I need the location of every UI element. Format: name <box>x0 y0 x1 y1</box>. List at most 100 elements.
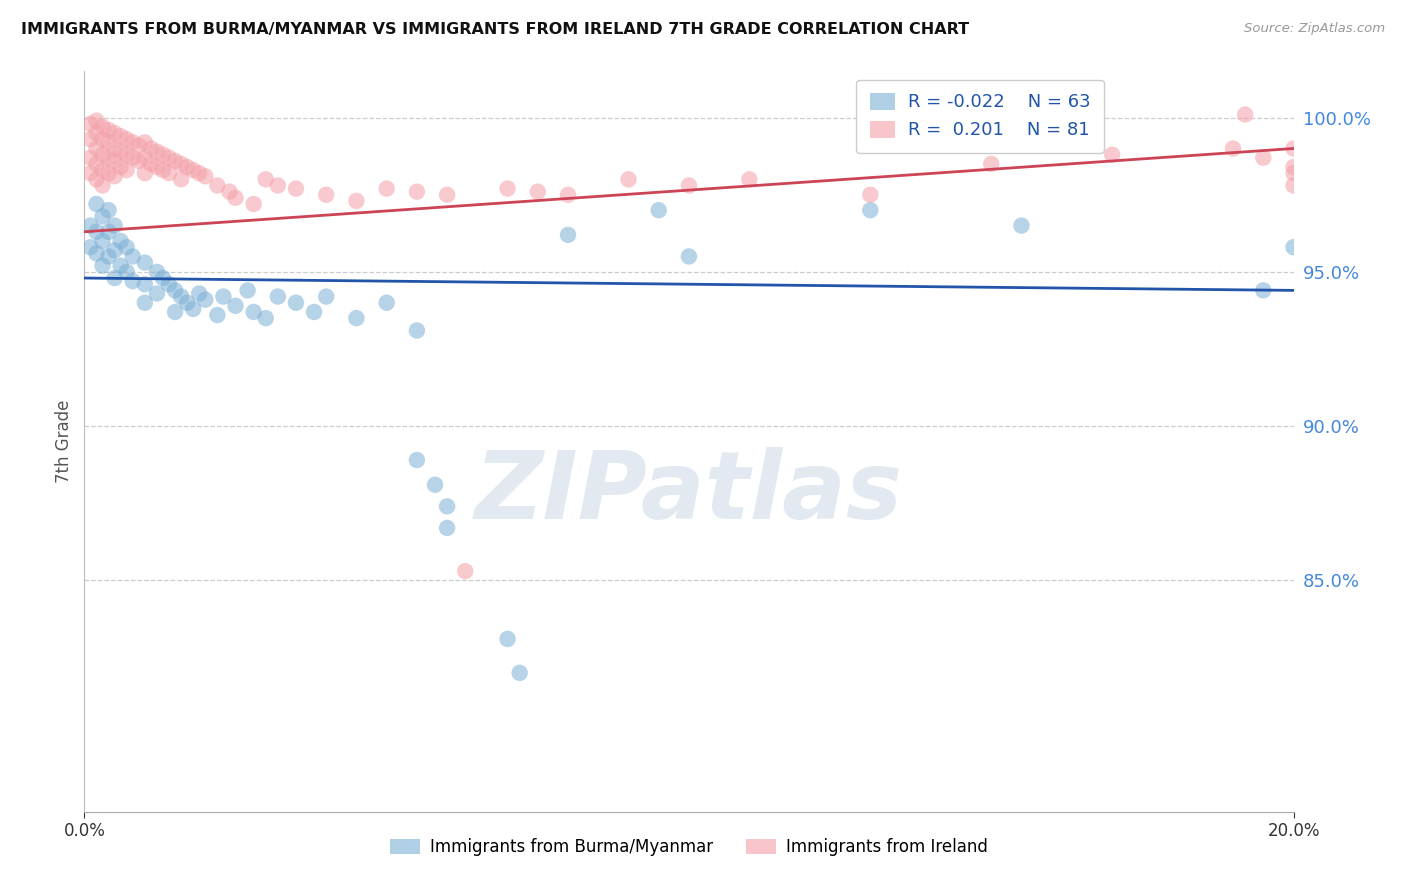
Point <box>86 225 108 239</box>
Point <box>97 203 120 218</box>
Point <box>152 163 174 178</box>
Point <box>242 197 264 211</box>
Point <box>91 147 114 161</box>
Point <box>436 500 458 514</box>
Point <box>207 308 229 322</box>
Point <box>86 197 108 211</box>
Point <box>302 305 325 319</box>
Point <box>86 246 108 260</box>
Point <box>165 284 187 298</box>
Point <box>134 151 156 165</box>
Point <box>146 145 169 159</box>
Point <box>104 271 127 285</box>
Point <box>134 255 156 269</box>
Point <box>188 286 211 301</box>
Point <box>181 301 204 316</box>
Point <box>181 163 204 178</box>
Point <box>79 117 101 131</box>
Point <box>194 169 217 184</box>
Point <box>146 286 169 301</box>
Point <box>121 136 143 150</box>
Point <box>97 249 120 263</box>
Text: ZIPatlas: ZIPatlas <box>475 448 903 540</box>
Point <box>110 145 132 159</box>
Point <box>423 477 446 491</box>
Point <box>152 147 174 161</box>
Point <box>1234 107 1257 121</box>
Point <box>285 295 308 310</box>
Point <box>121 249 143 263</box>
Point <box>134 277 156 292</box>
Point <box>115 147 138 161</box>
Point <box>79 166 101 180</box>
Point <box>346 311 368 326</box>
Point <box>157 166 180 180</box>
Point <box>225 299 247 313</box>
Point <box>346 194 368 208</box>
Point <box>165 305 187 319</box>
Text: Source: ZipAtlas.com: Source: ZipAtlas.com <box>1244 22 1385 36</box>
Point <box>267 178 290 193</box>
Point <box>128 153 150 168</box>
Point <box>406 185 429 199</box>
Point <box>1011 219 1033 233</box>
Point <box>115 163 138 178</box>
Point <box>91 132 114 146</box>
Point <box>1101 147 1123 161</box>
Point <box>86 172 108 186</box>
Point <box>617 172 640 186</box>
Point <box>509 665 531 680</box>
Point <box>170 172 193 186</box>
Point <box>648 203 671 218</box>
Point <box>678 178 700 193</box>
Point <box>375 181 398 195</box>
Point <box>104 126 127 140</box>
Point <box>170 289 193 303</box>
Point <box>1282 240 1305 254</box>
Point <box>104 244 127 258</box>
Point <box>176 160 198 174</box>
Point <box>194 293 217 307</box>
Point <box>157 151 180 165</box>
Point <box>1282 178 1305 193</box>
Point <box>139 141 162 155</box>
Point <box>1282 141 1305 155</box>
Point <box>1282 166 1305 180</box>
Point <box>110 259 132 273</box>
Point <box>738 172 761 186</box>
Point <box>86 141 108 155</box>
Point <box>110 160 132 174</box>
Point <box>436 187 458 202</box>
Point <box>254 311 277 326</box>
Point <box>236 284 259 298</box>
Point <box>1282 160 1305 174</box>
Point <box>91 259 114 273</box>
Point <box>104 153 127 168</box>
Point <box>91 178 114 193</box>
Point <box>121 151 143 165</box>
Point <box>678 249 700 263</box>
Point <box>859 203 882 218</box>
Point <box>97 136 120 150</box>
Point <box>86 113 108 128</box>
Point <box>104 219 127 233</box>
Point <box>121 274 143 288</box>
Point <box>152 271 174 285</box>
Point <box>115 240 138 254</box>
Point <box>315 187 337 202</box>
Point <box>1222 141 1244 155</box>
Point <box>165 153 187 168</box>
Point <box>104 141 127 155</box>
Point <box>225 191 247 205</box>
Point <box>1253 284 1275 298</box>
Point <box>188 166 211 180</box>
Point <box>134 295 156 310</box>
Point <box>115 265 138 279</box>
Point <box>157 277 180 292</box>
Legend: Immigrants from Burma/Myanmar, Immigrants from Ireland: Immigrants from Burma/Myanmar, Immigrant… <box>382 831 995 863</box>
Point <box>104 169 127 184</box>
Point <box>557 227 579 242</box>
Point <box>285 181 308 195</box>
Point <box>79 219 101 233</box>
Text: IMMIGRANTS FROM BURMA/MYANMAR VS IMMIGRANTS FROM IRELAND 7TH GRADE CORRELATION C: IMMIGRANTS FROM BURMA/MYANMAR VS IMMIGRA… <box>21 22 969 37</box>
